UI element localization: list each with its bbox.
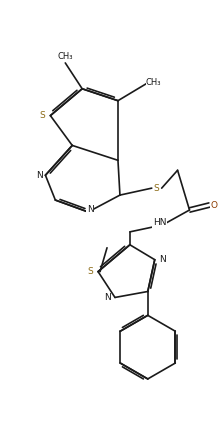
Text: CH₃: CH₃ <box>57 53 73 61</box>
Text: S: S <box>87 267 93 276</box>
Text: O: O <box>211 200 218 210</box>
Text: N: N <box>104 293 110 302</box>
Text: CH₃: CH₃ <box>146 78 161 87</box>
Text: N: N <box>159 255 166 264</box>
Text: S: S <box>40 111 45 120</box>
Text: N: N <box>36 171 43 180</box>
Text: S: S <box>154 184 160 193</box>
Text: N: N <box>87 205 93 213</box>
Text: HN: HN <box>153 218 166 227</box>
